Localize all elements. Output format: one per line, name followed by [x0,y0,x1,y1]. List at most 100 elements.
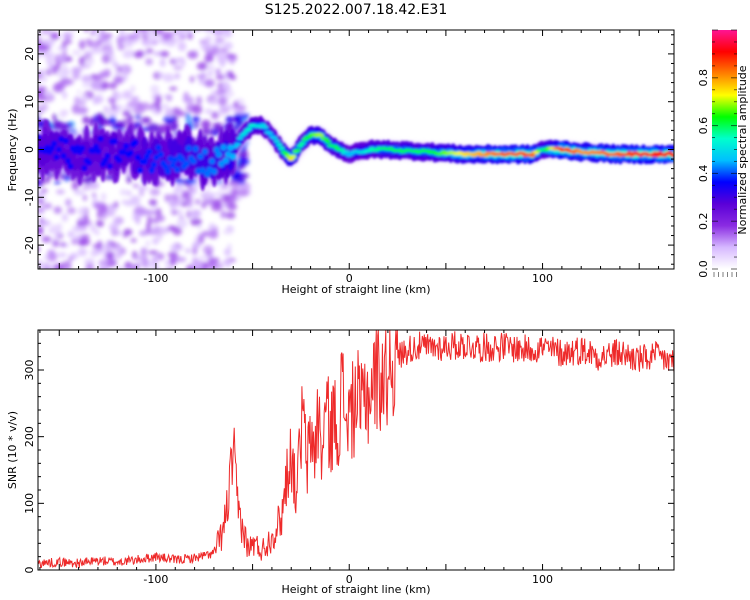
spectrogram-speckle [43,202,53,210]
spectrogram-speckle [159,58,166,68]
spectrogram-speckle [105,210,115,217]
spectrogram-ridge-cell [262,125,269,130]
spectrogram-speckle [176,111,187,116]
spectrogram-speckle [82,270,94,274]
spectrogram-speckle [40,77,48,82]
spectrogram-speckle [113,201,119,209]
spectrogram-speckle [122,90,133,100]
spectrogram-ridge-cell [176,144,183,157]
spectrogram-speckle [148,199,158,206]
spectrogram-y-tick-label: -10 [23,188,36,206]
spectrogram-speckle [144,32,156,38]
colorbar-label: Normalized spectral amplitude [736,65,749,234]
spectrogram-speckle [160,50,170,58]
spectrogram-speckle [184,96,195,104]
spectrogram-speckle [50,32,60,40]
spectrogram-speckle [77,107,89,113]
spectrogram-speckle [67,207,76,215]
spectrogram-ridge-cell [127,149,134,156]
spectrogram-speckle [122,50,133,59]
spectrogram-speckle [239,113,250,119]
spectrogram-speckle [222,229,234,235]
spectrogram-ridge-cell [338,148,346,152]
spectrogram-speckle [90,225,96,233]
spectrogram-ridge-cell [227,144,234,151]
spectrogram-speckle [223,248,232,256]
spectrogram-speckle [41,103,49,112]
spectrogram-speckle [149,188,161,196]
spectrogram-ridge-cell [106,163,114,170]
spectrogram-ridge-cell [190,157,197,165]
spectrogram-speckle [196,61,208,71]
spectrogram-speckle [105,251,115,260]
spectrogram-speckle [83,50,95,56]
spectrogram-speckle [39,206,45,214]
spectrogram-speckle [65,198,72,207]
spectrogram-speckle [32,34,37,42]
spectrogram-speckle [38,199,43,205]
spectrogram-speckle [130,96,139,102]
spectrogram-ridge-cell [55,146,63,153]
spectrogram-ridge-cell [51,140,58,147]
spectrogram-speckle [227,70,234,79]
spectrogram-ridge-cell [162,163,169,170]
spectrogram-ridge-cell [266,131,274,136]
spectrogram-ridge-cell [155,144,162,151]
spectrogram-speckle [41,236,52,243]
spectrogram-ridge-cell [62,137,69,145]
spectrogram-speckle [43,254,49,261]
spectrogram-speckle [158,72,164,78]
spectrogram-speckle [128,114,134,120]
spectrogram-speckle [119,189,128,196]
spectrogram-speckle [55,189,65,195]
spectrogram-ridge-cell [174,166,181,173]
spectrogram-speckle [127,101,139,108]
spectrogram-speckle [230,187,239,198]
spectrogram-ridge-cell [67,133,74,147]
spectrogram-speckle [112,231,123,236]
spectrogram-speckle [185,112,191,122]
spectrogram-ridge-cell [197,153,204,160]
spectrogram-speckle [52,240,60,248]
spectrogram-speckle [94,229,100,236]
snr-y-tick-label: 200 [23,426,36,447]
spectrogram-speckle [38,46,46,51]
spectrogram-speckle [38,71,42,81]
spectrogram-speckle [139,188,145,197]
spectrogram-speckle [61,213,69,222]
spectrogram-speckle [45,175,50,184]
spectrogram-speckle [228,196,238,202]
spectrogram-speckle [73,190,85,196]
snr-y-tick-label: 100 [23,493,36,514]
spectrogram-ridge-cell [285,154,292,159]
spectrogram-speckle [85,263,95,269]
spectrogram-ridge-cell [153,154,160,161]
spectrogram-speckle [164,193,170,203]
spectrogram-speckle [38,207,40,214]
spectrogram-speckle [237,105,247,111]
spectrogram-speckle [90,249,99,257]
spectrogram-ridge-cell [236,136,243,141]
spectrogram-speckle [101,47,114,55]
spectrogram-speckle [90,82,102,91]
spectrogram-ridge-cell [134,154,141,161]
spectrogram-speckle [190,218,202,226]
spectrogram-speckle [151,254,159,265]
spectrogram-speckle [132,31,141,41]
snr-y-axis-label: SNR (10 * v/v) [6,411,19,489]
spectrogram-speckle [153,30,164,36]
spectrogram-speckle [190,209,202,217]
spectrogram-speckle [101,192,106,201]
snr-series-line [38,330,674,569]
spectrogram-ridge-cell [234,142,241,146]
spectrogram-ridge-cell [150,161,158,168]
snr-background [38,330,674,570]
spectrogram-speckle [38,104,41,109]
spectrogram-ridge-cell [322,137,329,141]
spectrogram-ridge-cell [201,151,209,164]
spectrogram-ridge-cell [201,148,209,155]
spectrogram-speckle [38,271,45,276]
spectrogram-speckle [135,215,141,225]
spectrogram-ridge-cell [60,152,67,160]
